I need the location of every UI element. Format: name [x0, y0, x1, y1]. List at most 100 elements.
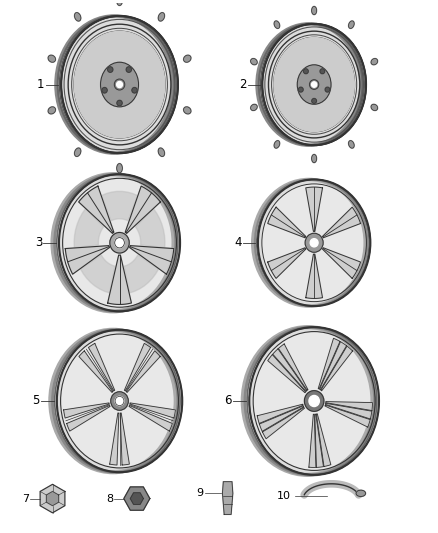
Text: 6: 6	[224, 394, 232, 408]
Polygon shape	[74, 209, 104, 248]
Polygon shape	[88, 343, 115, 391]
Polygon shape	[268, 207, 306, 238]
Ellipse shape	[249, 327, 379, 475]
Polygon shape	[129, 406, 173, 431]
Ellipse shape	[158, 13, 165, 21]
Ellipse shape	[274, 21, 280, 28]
Polygon shape	[325, 403, 372, 419]
Polygon shape	[259, 406, 304, 431]
Polygon shape	[315, 414, 323, 467]
Polygon shape	[322, 207, 360, 238]
Polygon shape	[126, 351, 160, 392]
Ellipse shape	[117, 0, 122, 5]
Ellipse shape	[349, 21, 354, 28]
Ellipse shape	[325, 87, 330, 92]
Ellipse shape	[74, 148, 81, 157]
Ellipse shape	[102, 87, 107, 93]
Ellipse shape	[74, 13, 81, 21]
Ellipse shape	[60, 334, 178, 468]
Ellipse shape	[312, 6, 317, 14]
Polygon shape	[262, 407, 304, 439]
Ellipse shape	[262, 24, 366, 145]
Polygon shape	[79, 186, 114, 233]
Polygon shape	[124, 343, 151, 391]
Ellipse shape	[356, 490, 366, 497]
Ellipse shape	[59, 174, 180, 311]
Ellipse shape	[305, 233, 323, 252]
Polygon shape	[125, 186, 160, 233]
Ellipse shape	[184, 55, 191, 62]
Ellipse shape	[114, 79, 125, 90]
Polygon shape	[40, 484, 65, 513]
Polygon shape	[316, 414, 331, 466]
Ellipse shape	[312, 99, 317, 103]
Ellipse shape	[320, 69, 325, 74]
Polygon shape	[306, 187, 322, 231]
Ellipse shape	[115, 397, 124, 406]
Text: 7: 7	[21, 494, 29, 504]
Ellipse shape	[108, 67, 113, 72]
Polygon shape	[79, 351, 113, 392]
Polygon shape	[64, 403, 109, 418]
Ellipse shape	[371, 59, 378, 65]
Polygon shape	[67, 406, 110, 431]
Polygon shape	[318, 338, 340, 389]
Text: 2: 2	[239, 78, 246, 91]
Polygon shape	[120, 413, 129, 465]
Polygon shape	[325, 405, 370, 427]
Ellipse shape	[258, 180, 371, 306]
Ellipse shape	[349, 141, 354, 148]
Polygon shape	[257, 404, 303, 423]
Ellipse shape	[57, 330, 182, 472]
Polygon shape	[130, 403, 176, 418]
Polygon shape	[320, 342, 346, 390]
Ellipse shape	[74, 31, 165, 138]
Ellipse shape	[48, 107, 56, 114]
Text: 9: 9	[197, 488, 204, 498]
Polygon shape	[322, 248, 360, 278]
Ellipse shape	[101, 62, 138, 107]
Polygon shape	[135, 209, 165, 248]
Polygon shape	[223, 482, 233, 514]
Ellipse shape	[184, 107, 191, 114]
Ellipse shape	[371, 104, 378, 110]
Ellipse shape	[312, 155, 317, 163]
Text: 8: 8	[106, 494, 113, 504]
Ellipse shape	[117, 82, 123, 87]
Polygon shape	[309, 414, 316, 467]
Ellipse shape	[126, 67, 131, 72]
Text: 10: 10	[276, 491, 290, 501]
Polygon shape	[102, 191, 138, 221]
Polygon shape	[81, 255, 115, 293]
Polygon shape	[279, 344, 308, 390]
Ellipse shape	[110, 232, 129, 253]
Ellipse shape	[63, 179, 177, 307]
Ellipse shape	[253, 332, 375, 471]
Polygon shape	[124, 255, 159, 293]
Text: 1: 1	[37, 78, 45, 91]
Polygon shape	[273, 349, 307, 391]
Ellipse shape	[310, 239, 318, 247]
Ellipse shape	[117, 164, 122, 173]
Polygon shape	[131, 493, 143, 504]
Ellipse shape	[117, 100, 122, 106]
Ellipse shape	[111, 392, 128, 410]
Polygon shape	[321, 346, 353, 391]
Ellipse shape	[304, 69, 308, 74]
Ellipse shape	[274, 37, 354, 132]
Ellipse shape	[61, 16, 178, 153]
Ellipse shape	[158, 148, 165, 157]
Polygon shape	[326, 401, 372, 410]
Polygon shape	[65, 246, 110, 274]
Polygon shape	[130, 246, 174, 274]
Text: 5: 5	[32, 394, 40, 408]
Ellipse shape	[274, 141, 280, 148]
Polygon shape	[124, 487, 150, 510]
Ellipse shape	[115, 238, 124, 248]
Text: 4: 4	[234, 236, 241, 249]
Polygon shape	[108, 255, 131, 304]
Polygon shape	[46, 491, 59, 506]
Ellipse shape	[132, 87, 137, 93]
Polygon shape	[268, 354, 306, 393]
Ellipse shape	[48, 55, 56, 62]
